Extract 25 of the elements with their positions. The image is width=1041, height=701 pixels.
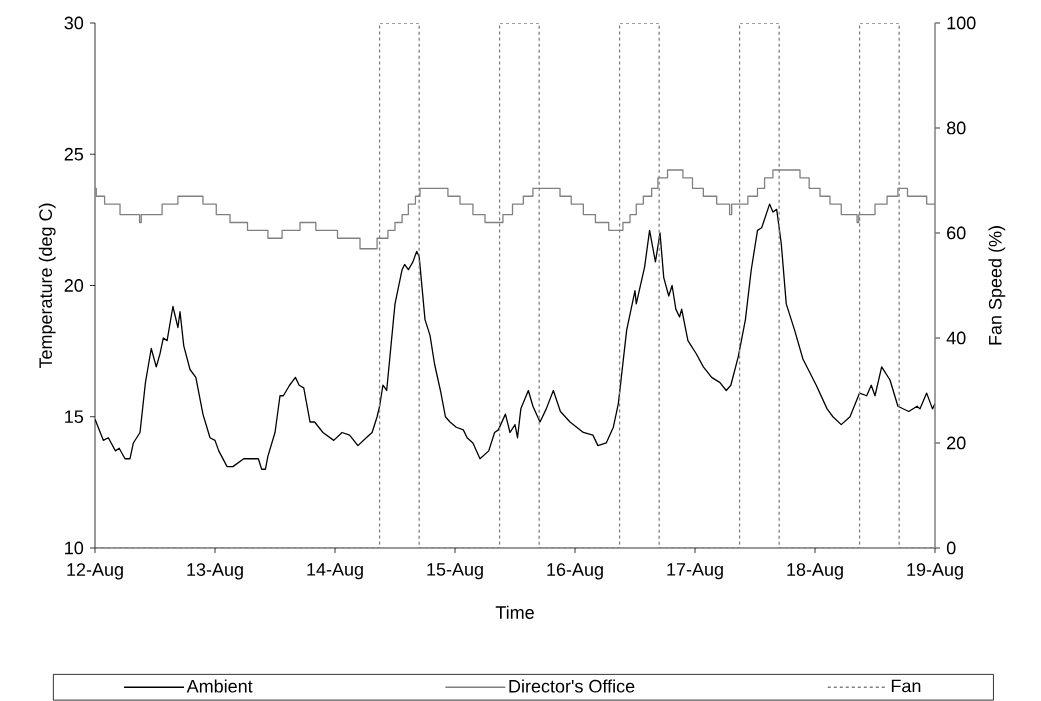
y2-tick-label: 100: [947, 16, 976, 30]
y2-tick-label: 40: [946, 331, 966, 345]
legend-label: Director's Office: [509, 679, 635, 693]
y2-tick-label: 60: [947, 226, 966, 240]
x-tick-label: 18-Aug: [787, 563, 843, 580]
y-tick-label: 15: [65, 410, 84, 424]
y-tick-label: 10: [65, 541, 84, 555]
y2-tick-label: 80: [946, 121, 966, 135]
x-axis-title: Time: [495, 605, 534, 619]
x-tick-label: 13-Aug: [187, 563, 243, 580]
y-axis-title: Temperature (deg C): [38, 203, 56, 369]
y-tick-label: 25: [64, 147, 84, 161]
x-tick-label: 12-Aug: [67, 563, 123, 580]
legend-label: Fan: [891, 679, 921, 693]
x-tick-label: 14-Aug: [307, 563, 363, 580]
y-tick-label: 20: [64, 279, 84, 292]
x-tick-label: 17-Aug: [667, 563, 723, 580]
y-tick-label: 30: [64, 16, 84, 30]
x-tick-label: 15-Aug: [427, 563, 483, 580]
legend-label: Ambient: [186, 679, 253, 693]
y2-tick-label: 0: [946, 541, 956, 555]
y2-axis-title: Fan Speed (%): [988, 226, 1006, 345]
x-tick-label: 16-Aug: [547, 563, 603, 580]
x-tick-label: 19-Aug: [907, 563, 963, 580]
y2-tick-label: 20: [947, 436, 966, 450]
